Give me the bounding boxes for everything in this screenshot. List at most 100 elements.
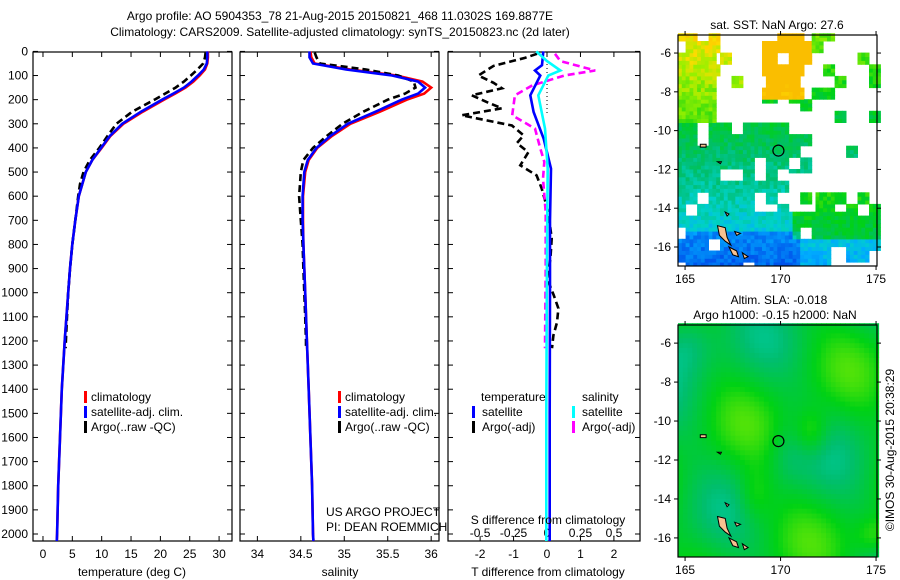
sst-cell [735, 242, 740, 248]
sla-cell [859, 401, 865, 407]
sla-cell [816, 367, 822, 373]
sla-cell [797, 484, 803, 490]
sst-cell [727, 211, 732, 217]
sla-cell [802, 488, 808, 495]
sst-cell [773, 41, 778, 46]
sst-cell [861, 258, 866, 263]
sla-cell [869, 488, 875, 495]
sst-cell [739, 227, 744, 232]
sst-cell [727, 141, 732, 147]
sst-cell [716, 145, 721, 151]
sla-cell [783, 367, 789, 373]
x-tick-label: 2 [611, 547, 618, 561]
sla-cell [849, 352, 856, 358]
sst-cell [765, 138, 771, 143]
sst-cell [762, 238, 767, 244]
sst-cell [685, 161, 690, 166]
sst-cell [700, 72, 706, 77]
sla-cell [783, 498, 789, 504]
sst-cell [788, 75, 794, 81]
sla-cell [749, 454, 755, 460]
sla-cell [802, 337, 808, 344]
sst-cell [723, 60, 729, 65]
sst-cell [678, 56, 683, 61]
sla-cell [830, 522, 837, 529]
sla-cell [792, 406, 798, 412]
sla-cell [869, 323, 875, 329]
sst-cell [758, 235, 763, 240]
sla-cell [864, 518, 870, 524]
sst-cell [742, 246, 748, 251]
sst-cell [712, 44, 717, 50]
sst-cell [708, 110, 713, 116]
sst-cell [869, 211, 874, 217]
sst-cell [769, 223, 774, 228]
sst-cell [678, 242, 683, 248]
sla-cell [697, 401, 703, 407]
sla-cell [730, 386, 736, 392]
sst-cell [712, 207, 717, 213]
sst-cell [704, 161, 709, 166]
sst-cell [777, 219, 782, 224]
sla-cell [687, 488, 693, 495]
sst-cell [731, 83, 736, 89]
sla-cell [792, 386, 798, 392]
sst-cell [746, 122, 752, 127]
sla-cell [802, 527, 808, 534]
sst-cell [697, 79, 702, 85]
sla-cell [678, 381, 684, 387]
sla-cell [768, 464, 774, 470]
sst-cell [697, 149, 702, 154]
sst-cell [723, 203, 729, 209]
sst-cell [815, 87, 820, 92]
sla-cell [845, 367, 851, 373]
sla-cell [854, 386, 860, 392]
sst-cell [857, 227, 862, 232]
sla-cell [845, 406, 851, 412]
sst-cell [788, 68, 794, 73]
sst-cell [697, 60, 702, 65]
sla-cell [845, 522, 851, 529]
x-tick-label: 35.5 [376, 547, 400, 561]
sla-cell [697, 371, 703, 378]
sla-cell [773, 459, 779, 465]
sla-cell [845, 420, 851, 426]
sla-cell [849, 445, 856, 451]
sla-cell [816, 484, 822, 490]
sla-cell [773, 391, 779, 397]
sst-cell [792, 75, 797, 81]
sst-cell [720, 56, 725, 61]
sst-cell [765, 52, 771, 57]
sla-cell [783, 328, 789, 334]
sst-cell [746, 172, 752, 178]
sla-cell [869, 522, 875, 529]
sla-cell [869, 381, 875, 387]
sst-cell [823, 95, 828, 100]
sst-cell [861, 227, 866, 232]
sst-cell [685, 44, 690, 50]
sst-cell [857, 242, 862, 248]
sst-cell [830, 37, 836, 42]
sla-cell [768, 367, 774, 373]
sst-cell [865, 56, 870, 61]
sla-cell [802, 415, 808, 422]
sla-cell [730, 474, 736, 480]
sla-cell [768, 435, 774, 441]
sst-cell [773, 192, 778, 197]
sla-cell [773, 508, 779, 514]
sla-cell [821, 352, 827, 358]
sla-cell [854, 396, 860, 402]
sst-cell [769, 44, 774, 50]
sst-cell [773, 196, 778, 201]
sla-cell [735, 328, 741, 334]
sst-cell [685, 188, 690, 193]
sst-cell [838, 238, 843, 244]
sla-cell [678, 333, 684, 339]
sst-cell [823, 238, 828, 244]
sst-cell [758, 242, 763, 248]
sst-cell [700, 262, 706, 267]
sst-cell [708, 149, 713, 154]
sst-cell [723, 192, 729, 197]
sst-cell [689, 122, 694, 127]
sst-cell [861, 242, 866, 248]
